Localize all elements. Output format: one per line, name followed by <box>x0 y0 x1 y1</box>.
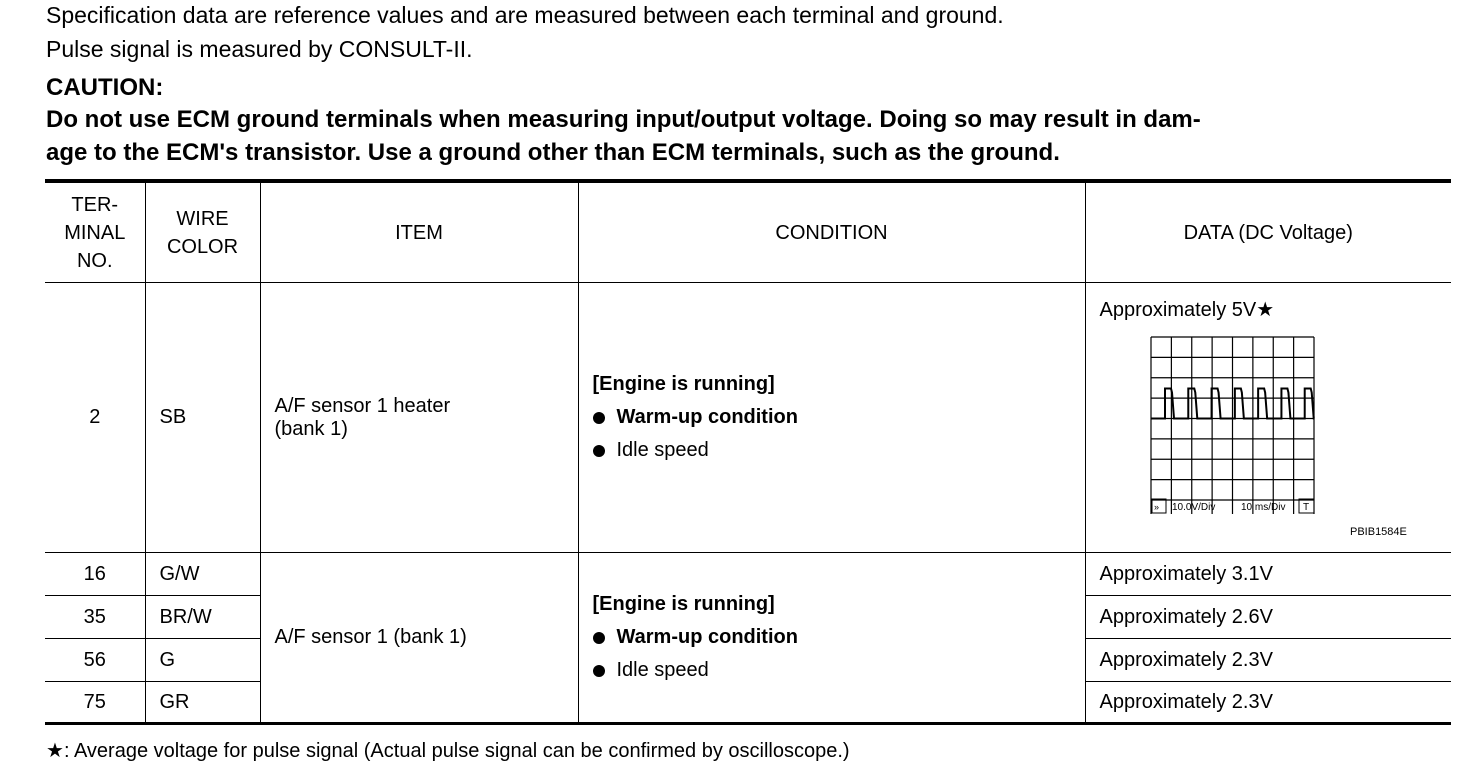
data-cell: Approximately 5V★ » 10.0V/Div 10 ms/Div … <box>1084 282 1451 553</box>
bullet-icon <box>592 444 605 457</box>
caution-line-1: Do not use ECM ground terminals when mea… <box>46 106 1201 133</box>
condition-bullet: Idle speed <box>616 659 709 681</box>
wire-cell: G/W <box>144 552 261 596</box>
table-row: 75 GR Approximately 2.3V <box>45 681 1451 724</box>
table-row: 2 SB A/F sensor 1 heater (bank 1) [Engine… <box>45 282 1451 553</box>
intro-line-1: Specification data are reference values … <box>46 2 1004 28</box>
condition-heading: [Engine is running] <box>592 373 775 395</box>
volt-div-label: 10.0V/Div <box>1172 502 1215 513</box>
condition-bullet: Idle speed <box>616 439 709 461</box>
star-icon: ★ <box>46 740 64 762</box>
data-cell: Approximately 2.6V <box>1084 595 1451 639</box>
wire-cell: G <box>144 638 261 682</box>
terminal-table: TER- MINAL NO. WIRE COLOR ITEM CONDITION DA… <box>45 179 1451 725</box>
trigger-icon: T <box>1303 502 1309 513</box>
condition-heading: [Engine is running] <box>592 593 775 615</box>
terminal-cell: 75 <box>45 681 146 724</box>
bullet-icon <box>592 631 605 644</box>
intro-line-2: Pulse signal is measured by CONSULT-II. <box>46 36 473 62</box>
condition-bullet: Warm-up condition <box>616 626 798 648</box>
data-cell: Approximately 2.3V <box>1084 638 1451 682</box>
table-row: 35 BR/W Approximately 2.6V <box>45 595 1451 639</box>
data-cell: Approximately 3.1V <box>1084 552 1451 596</box>
header-row: TER- MINAL NO. WIRE COLOR ITEM CONDITION DA… <box>45 180 1451 283</box>
header-wire: WIRE COLOR <box>144 180 261 283</box>
data-cell: Approximately 2.3V <box>1084 681 1451 724</box>
terminal-cell: 56 <box>45 638 146 682</box>
bullet-icon <box>592 411 605 424</box>
caution-line-2: age to the ECM's transistor. Use a groun… <box>46 139 1060 166</box>
item-cell: A/F sensor 1 (bank 1) <box>259 552 579 724</box>
bullet-icon <box>592 664 605 677</box>
wire-cell: BR/W <box>144 595 261 639</box>
terminal-cell: 35 <box>45 595 146 639</box>
terminal-cell: 16 <box>45 552 146 596</box>
star-icon: ★ <box>1256 299 1275 321</box>
condition-cell: [Engine is running] Warm-up condition Id… <box>577 552 1086 724</box>
figure-id: PBIB1584E <box>1350 526 1407 538</box>
footnote-text: : Average voltage for pulse signal (Actu… <box>63 740 850 762</box>
arrow-icon: » <box>1154 502 1159 512</box>
table-row: 16 G/W A/F sensor 1 (bank 1) [Engine is … <box>45 552 1451 724</box>
header-item: ITEM <box>259 180 579 283</box>
header-condition: CONDITION <box>577 180 1086 283</box>
header-terminal: TER- MINAL NO. <box>45 180 146 283</box>
oscilloscope-waveform: » 10.0V/Div 10 ms/Div T PBIB1584E <box>1149 336 1407 538</box>
terminal-cell: 2 <box>45 282 146 553</box>
caution-title: CAUTION: <box>46 74 164 101</box>
wire-cell: SB <box>144 282 261 553</box>
footnote: ★: Average voltage for pulse signal (Act… <box>46 738 850 763</box>
item-cell: A/F sensor 1 heater (bank 1) <box>259 282 579 553</box>
time-div-label: 10 ms/Div <box>1241 502 1285 513</box>
header-data: DATA (DC Voltage) <box>1084 180 1451 283</box>
data-value: Approximately 5V <box>1099 299 1257 321</box>
condition-bullet: Warm-up condition <box>616 406 798 428</box>
wire-cell: GR <box>144 681 261 724</box>
condition-cell: [Engine is running] Warm-up condition Id… <box>577 282 1086 553</box>
